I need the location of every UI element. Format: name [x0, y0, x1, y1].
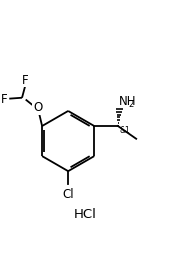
Text: HCl: HCl	[74, 209, 97, 221]
Text: Cl: Cl	[62, 188, 74, 201]
Text: &1: &1	[119, 126, 130, 135]
Text: F: F	[22, 74, 29, 87]
Text: 2: 2	[128, 100, 134, 109]
Text: O: O	[33, 101, 42, 114]
Text: NH: NH	[119, 95, 136, 108]
Text: F: F	[1, 93, 7, 106]
